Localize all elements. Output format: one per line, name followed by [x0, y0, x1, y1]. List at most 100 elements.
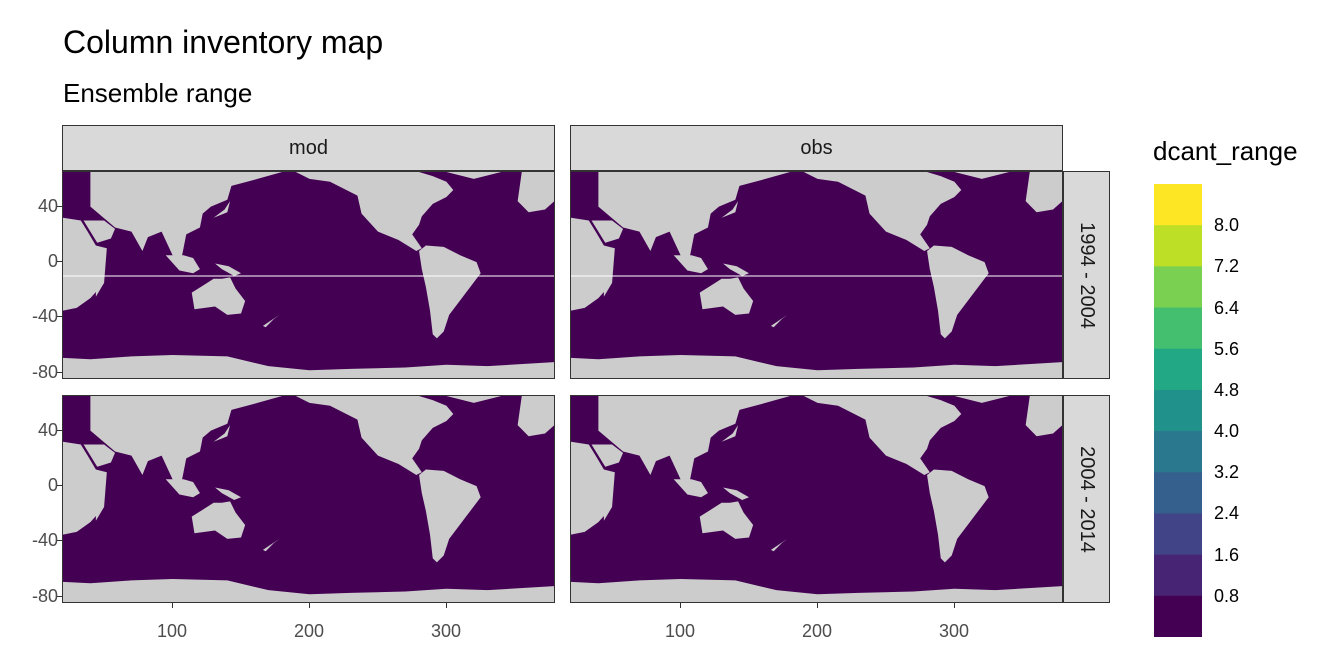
land-northamerica [295, 396, 454, 476]
map-svg [571, 396, 1062, 602]
land-newguinea [215, 487, 242, 500]
x-tick-label: 200 [293, 621, 325, 641]
x-tick-label: 300 [938, 621, 970, 641]
map-svg [571, 172, 1062, 378]
legend-swatch [1154, 472, 1202, 514]
legend-label: 1.6 [1214, 544, 1240, 565]
land-indonesia1 [673, 479, 708, 498]
legend-label: 7.2 [1214, 256, 1240, 277]
land-arabia [591, 444, 624, 467]
land-antarctica [571, 579, 1062, 602]
x-tick-label: 300 [430, 621, 462, 641]
land-greenland [954, 396, 1010, 403]
land-southamerica [927, 469, 989, 563]
land-indonesia1 [165, 255, 200, 274]
map-panel-obs-2004 [570, 395, 1063, 603]
legend-swatch [1154, 225, 1202, 267]
land-japan [213, 201, 231, 218]
land-eurasia [598, 396, 791, 494]
x-tick-label: 100 [156, 621, 188, 641]
legend-title: dcant_range [1153, 136, 1298, 166]
land-australia [191, 501, 246, 539]
land-northamerica [295, 172, 454, 252]
legend-colorbar [1154, 184, 1202, 637]
y-tick-label: -80 [31, 586, 58, 606]
land-eurasia [598, 172, 791, 270]
y-tick-label: -40 [31, 530, 58, 550]
y-tick-label: -40 [31, 306, 58, 326]
land-southamerica [927, 245, 989, 339]
map-panel-mod-1994 [62, 171, 555, 379]
land-arabia [83, 444, 116, 467]
land-australia [699, 277, 754, 315]
facet-strip-1994-2004: 1994 - 2004 [1063, 171, 1110, 379]
legend-label: 4.0 [1214, 421, 1240, 442]
legend-label: 3.2 [1214, 462, 1240, 483]
legend-swatch [1154, 513, 1202, 556]
chart-subtitle: Ensemble range [63, 78, 253, 108]
land-greenland [446, 396, 502, 403]
chart-title: Column inventory map [63, 24, 384, 60]
y-tick-label: 0 [47, 251, 58, 271]
y-tick-label: 40 [37, 196, 58, 216]
land-madagascar [603, 502, 613, 521]
land-europe [1025, 396, 1062, 437]
land-newguinea [723, 263, 750, 276]
legend-label: 2.4 [1214, 503, 1240, 524]
legend-swatch [1154, 389, 1202, 432]
land-madagascar [95, 502, 105, 521]
legend-swatch [1154, 554, 1202, 597]
land-japan [721, 425, 739, 442]
facet-strip-label: 2004 - 2014 [1076, 445, 1099, 553]
land-europe [517, 172, 554, 213]
land-northamerica [803, 172, 962, 252]
land-southamerica [419, 469, 481, 563]
legend-swatch [1154, 184, 1202, 226]
land-nz [262, 538, 280, 552]
land-arabia [591, 220, 624, 243]
land-southamerica [419, 245, 481, 339]
legend-swatch [1154, 348, 1202, 391]
legend-label: 5.6 [1214, 338, 1240, 359]
land-newguinea [215, 263, 242, 276]
x-tick-label: 100 [664, 621, 696, 641]
map-panel-mod-2004 [62, 395, 555, 603]
land-greenland [446, 172, 502, 179]
land-nz [262, 314, 280, 328]
map-svg [63, 172, 554, 378]
land-antarctica [63, 355, 554, 378]
land-nz [770, 314, 788, 328]
legend-label: 8.0 [1214, 215, 1240, 236]
land-madagascar [603, 278, 613, 297]
land-australia [699, 501, 754, 539]
land-northamerica [803, 396, 962, 476]
legend-swatch [1154, 266, 1202, 309]
land-antarctica [63, 579, 554, 602]
land-antarctica [571, 355, 1062, 378]
land-indonesia1 [673, 255, 708, 274]
y-tick-label: 0 [47, 475, 58, 495]
facet-strip-2004-2014: 2004 - 2014 [1063, 395, 1110, 603]
land-eurasia [90, 172, 283, 270]
legend-swatch [1154, 595, 1202, 637]
land-australia [191, 277, 246, 315]
land-greenland [954, 172, 1010, 179]
land-eurasia [90, 396, 283, 494]
x-tick-label: 200 [801, 621, 833, 641]
land-japan [213, 425, 231, 442]
legend-swatch [1154, 307, 1202, 350]
legend-label: 4.8 [1214, 379, 1240, 400]
map-svg [63, 396, 554, 602]
facet-strip-label: obs [800, 136, 833, 159]
legend-label: 0.8 [1214, 585, 1240, 606]
land-indonesia1 [165, 479, 200, 498]
facet-strip-label: 1994 - 2004 [1076, 221, 1099, 329]
land-arabia [83, 220, 116, 243]
facet-strip-obs: obs [570, 125, 1063, 171]
land-madagascar [95, 278, 105, 297]
facet-strip-mod: mod [62, 125, 555, 171]
y-tick-label: -80 [31, 362, 58, 382]
y-tick-label: 40 [37, 420, 58, 440]
land-newguinea [723, 487, 750, 500]
land-nz [770, 538, 788, 552]
